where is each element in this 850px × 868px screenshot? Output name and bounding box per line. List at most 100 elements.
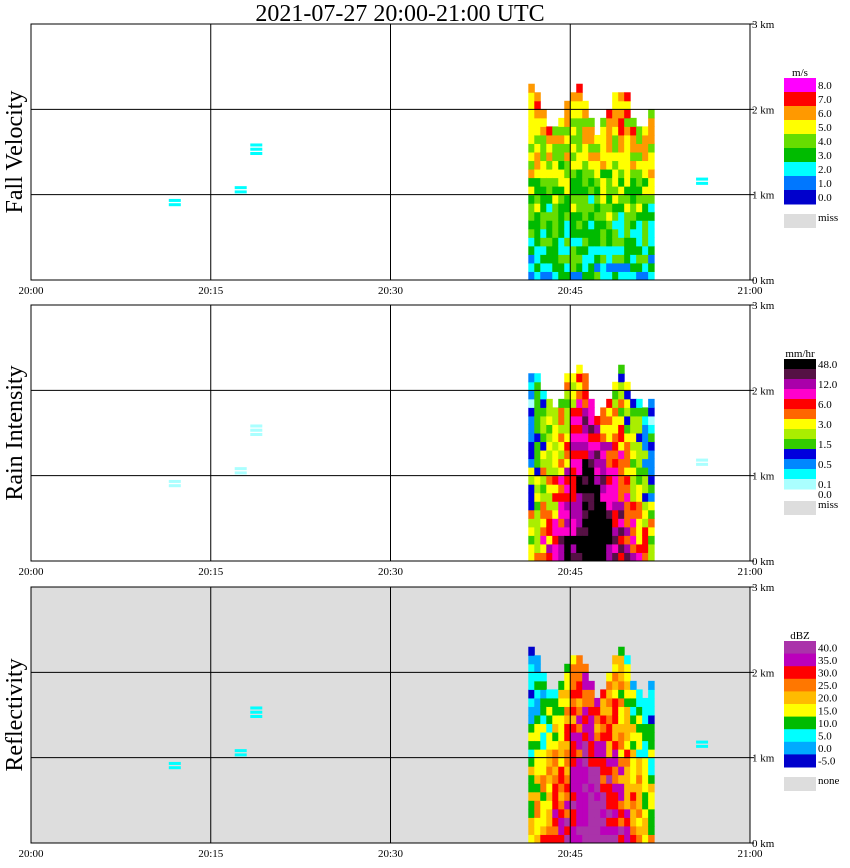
echo-cell — [630, 467, 637, 477]
echo-cell — [636, 228, 643, 238]
echo-cell — [648, 467, 655, 477]
echo-cell — [564, 407, 571, 417]
colorbar-label: 3.0 — [818, 419, 832, 431]
echo-cell — [642, 194, 649, 204]
echo-cell — [528, 825, 535, 835]
echo-cell — [612, 783, 619, 793]
echo-cell — [618, 92, 625, 102]
echo-cell — [588, 791, 595, 801]
echo-cell — [594, 757, 601, 767]
echo-cell — [546, 697, 553, 707]
echo-cell — [588, 552, 595, 562]
echo-cell — [642, 177, 649, 187]
echo-cell — [546, 774, 553, 784]
echo-cell — [540, 680, 547, 690]
echo-cell — [534, 126, 541, 136]
echo-cell — [250, 428, 263, 432]
echo-cell — [576, 740, 583, 750]
echo-cell — [528, 143, 535, 153]
echo-cell — [546, 262, 553, 272]
echo-cell — [534, 680, 541, 690]
echo-cell — [564, 245, 571, 255]
echo-cell — [540, 526, 547, 536]
echo-cell — [624, 783, 631, 793]
echo-cell — [540, 220, 547, 230]
echo-cell — [618, 194, 625, 204]
echo-cell — [564, 186, 571, 196]
echo-cell — [612, 126, 619, 136]
echo-cell — [564, 791, 571, 801]
echo-cell — [636, 501, 643, 511]
echo-cell — [618, 680, 625, 690]
echo-cell — [570, 774, 577, 784]
echo-cell — [648, 152, 655, 162]
echo-cell — [594, 783, 601, 793]
echo-cell — [642, 237, 649, 247]
echo-cell — [540, 723, 547, 733]
echo-cell — [558, 680, 565, 690]
echo-cell — [570, 398, 577, 408]
echo-cell — [624, 262, 631, 272]
echo-cell — [576, 433, 583, 443]
echo-cell — [534, 169, 541, 179]
echo-cell — [588, 475, 595, 485]
echo-cell — [630, 732, 637, 742]
echo-cell — [234, 471, 247, 475]
echo-cell — [570, 177, 577, 187]
echo-cell — [648, 220, 655, 230]
echo-cell — [642, 458, 649, 468]
echo-cell — [540, 194, 547, 204]
echo-cell — [618, 808, 625, 818]
colorbar-label: 5.0 — [818, 731, 832, 743]
echo-cell — [624, 663, 631, 673]
echo-cell — [588, 117, 595, 127]
echo-cell — [588, 808, 595, 818]
echo-cell — [528, 492, 535, 502]
echo-cell — [576, 680, 583, 690]
echo-cell — [588, 783, 595, 793]
echo-cell — [540, 800, 547, 810]
echo-cell — [624, 526, 631, 536]
x-tick-label: 20:45 — [558, 285, 584, 297]
echo-cell — [594, 817, 601, 827]
echo-cell — [648, 689, 655, 699]
echo-cell — [540, 672, 547, 682]
echo-cell — [606, 697, 613, 707]
echo-cell — [582, 237, 589, 247]
echo-cell — [600, 143, 607, 153]
echo-cell — [582, 791, 589, 801]
echo-cell — [624, 509, 631, 519]
echo-cell — [528, 543, 535, 553]
y-tick-label: 3 km — [752, 19, 775, 31]
echo-cell — [594, 186, 601, 196]
echo-cell — [648, 398, 655, 408]
echo-cell — [618, 800, 625, 810]
echo-cell — [558, 117, 565, 127]
echo-cell — [570, 271, 577, 281]
echo-cell — [552, 160, 559, 170]
echo-cell — [606, 237, 613, 247]
echo-cell — [552, 834, 559, 844]
echo-cell — [582, 126, 589, 136]
echo-cell — [540, 228, 547, 238]
echo-cell — [624, 220, 631, 230]
echo-cell — [546, 526, 553, 536]
echo-cell — [612, 390, 619, 400]
echo-cell — [606, 689, 613, 699]
echo-cell — [606, 441, 613, 451]
echo-cell — [618, 749, 625, 759]
echo-cell — [624, 450, 631, 460]
echo-cell — [546, 766, 553, 776]
echo-cell — [630, 706, 637, 716]
echo-cell — [576, 450, 583, 460]
echo-cell — [606, 715, 613, 725]
echo-cell — [648, 424, 655, 434]
y-axis-label: Reflectivity — [2, 658, 28, 771]
echo-cell — [558, 211, 565, 221]
echo-cell — [576, 109, 583, 119]
echo-cell — [600, 501, 607, 511]
echo-cell — [564, 117, 571, 127]
colorbar-label: 12.0 — [818, 379, 838, 391]
echo-cell — [576, 390, 583, 400]
echo-cell — [576, 774, 583, 784]
